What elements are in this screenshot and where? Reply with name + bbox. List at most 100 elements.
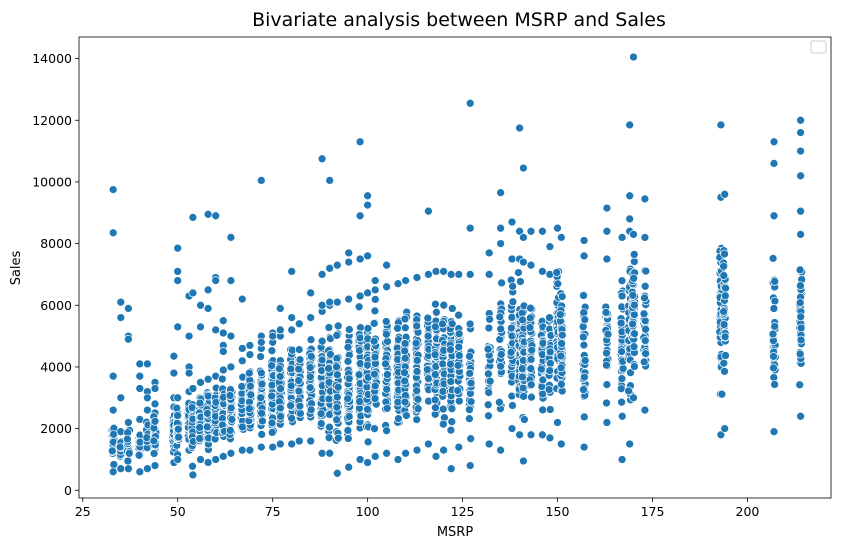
data-point bbox=[602, 254, 612, 264]
data-point bbox=[382, 426, 391, 436]
data-point bbox=[286, 381, 296, 391]
data-point bbox=[629, 393, 638, 403]
data-point bbox=[578, 322, 588, 332]
y-tick-label: 0 bbox=[64, 483, 72, 498]
data-point bbox=[508, 401, 517, 410]
data-point bbox=[770, 296, 780, 306]
data-point bbox=[295, 401, 305, 411]
data-point bbox=[275, 304, 285, 313]
y-tick-label: 12000 bbox=[32, 113, 72, 128]
y-tick-label: 6000 bbox=[40, 298, 72, 313]
data-point bbox=[355, 211, 365, 221]
data-point bbox=[218, 328, 228, 338]
data-point bbox=[466, 397, 476, 407]
data-point bbox=[447, 304, 457, 313]
data-point bbox=[527, 392, 536, 402]
data-point bbox=[286, 401, 295, 411]
data-point bbox=[203, 285, 213, 295]
data-point bbox=[184, 368, 194, 378]
data-point bbox=[344, 294, 354, 304]
data-point bbox=[768, 329, 778, 339]
data-point bbox=[796, 312, 806, 322]
data-point bbox=[507, 217, 517, 227]
data-point bbox=[795, 349, 805, 359]
data-point bbox=[454, 329, 464, 339]
x-tick-label: 200 bbox=[736, 504, 760, 519]
data-point bbox=[188, 470, 198, 480]
data-point bbox=[527, 345, 537, 355]
data-point bbox=[796, 281, 805, 291]
data-point bbox=[363, 404, 372, 414]
data-point bbox=[454, 270, 464, 279]
data-point bbox=[108, 228, 118, 238]
data-point bbox=[423, 331, 433, 341]
data-point bbox=[769, 211, 779, 221]
data-point bbox=[150, 461, 160, 470]
data-point bbox=[716, 430, 726, 440]
data-point bbox=[382, 448, 391, 458]
data-point bbox=[412, 356, 422, 365]
data-point bbox=[630, 329, 639, 339]
data-point bbox=[305, 383, 315, 392]
data-point bbox=[226, 403, 236, 413]
data-point bbox=[369, 319, 379, 328]
data-point bbox=[287, 413, 296, 423]
data-point bbox=[720, 424, 730, 433]
data-point bbox=[640, 405, 650, 415]
data-point bbox=[188, 384, 198, 393]
data-point bbox=[525, 323, 535, 332]
x-tick-label: 125 bbox=[451, 504, 475, 519]
data-point bbox=[526, 430, 536, 440]
data-point bbox=[150, 416, 160, 426]
data-point bbox=[453, 386, 463, 395]
data-point bbox=[381, 317, 391, 326]
data-point bbox=[108, 371, 118, 381]
data-point bbox=[485, 314, 494, 324]
x-axis-label: MSRP bbox=[437, 525, 474, 540]
data-point bbox=[617, 276, 627, 286]
data-point bbox=[602, 398, 611, 408]
data-point bbox=[109, 429, 118, 439]
data-point bbox=[332, 392, 342, 402]
data-point bbox=[719, 358, 729, 368]
data-point bbox=[211, 211, 221, 221]
data-point bbox=[546, 359, 555, 368]
data-point bbox=[768, 254, 778, 263]
data-point bbox=[526, 355, 536, 364]
data-point bbox=[217, 374, 227, 384]
data-point bbox=[196, 300, 205, 310]
data-point bbox=[538, 226, 547, 236]
data-point bbox=[519, 233, 528, 242]
data-point bbox=[173, 276, 183, 285]
data-point bbox=[400, 376, 410, 386]
data-point bbox=[545, 433, 555, 443]
data-point bbox=[333, 433, 343, 443]
plot-area bbox=[78, 36, 832, 499]
data-points bbox=[107, 52, 807, 480]
data-point bbox=[602, 360, 611, 370]
data-point bbox=[545, 366, 555, 375]
data-point bbox=[483, 400, 493, 410]
data-point bbox=[401, 448, 410, 458]
data-point bbox=[268, 442, 278, 452]
data-point bbox=[796, 411, 805, 421]
data-point bbox=[227, 415, 237, 424]
data-point bbox=[465, 405, 474, 415]
data-point bbox=[484, 388, 494, 397]
data-point bbox=[306, 405, 316, 415]
data-point bbox=[519, 392, 528, 401]
data-point bbox=[579, 291, 588, 300]
data-point bbox=[446, 377, 456, 386]
data-point bbox=[641, 324, 650, 334]
y-tick-label: 4000 bbox=[40, 359, 72, 374]
data-point bbox=[719, 320, 729, 329]
data-point bbox=[432, 307, 441, 317]
data-point bbox=[795, 265, 805, 275]
data-point bbox=[317, 448, 327, 458]
data-point bbox=[508, 281, 517, 291]
data-point bbox=[123, 456, 133, 466]
data-point bbox=[402, 411, 411, 420]
data-point bbox=[795, 298, 805, 308]
y-axis-label: Sales bbox=[9, 250, 24, 285]
data-point bbox=[412, 273, 422, 282]
